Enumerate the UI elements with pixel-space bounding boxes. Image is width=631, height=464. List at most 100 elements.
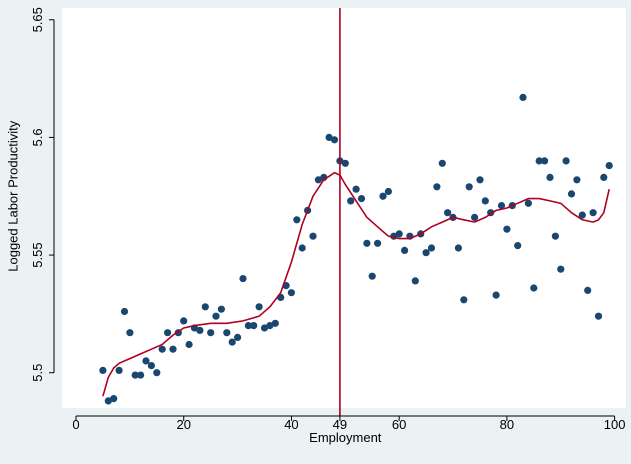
data-point (147, 362, 155, 370)
x-tick-label: 20 (176, 417, 190, 432)
data-point (298, 244, 306, 252)
data-point (541, 157, 549, 165)
data-point (514, 242, 522, 250)
x-tick-label: 49 (333, 417, 347, 432)
data-point (309, 232, 317, 240)
data-point (363, 239, 371, 247)
y-tick-label: 5.55 (30, 242, 45, 267)
x-axis-title: Employment (309, 430, 382, 445)
x-tick-label: 100 (604, 417, 626, 432)
data-points (99, 93, 613, 405)
data-point (605, 162, 613, 170)
data-point (476, 176, 484, 184)
data-point (228, 338, 236, 346)
data-point (497, 202, 506, 210)
data-point (374, 239, 382, 247)
data-point (169, 345, 177, 353)
data-point (562, 157, 570, 165)
data-point (384, 187, 392, 196)
data-point (357, 195, 366, 203)
data-point (260, 324, 269, 332)
data-point (234, 333, 242, 341)
data-point (551, 232, 560, 240)
data-point (557, 265, 565, 273)
data-point (578, 211, 586, 219)
data-point (444, 209, 452, 217)
data-point (330, 136, 339, 144)
data-point (471, 213, 479, 221)
data-point (492, 291, 500, 299)
data-point (347, 197, 355, 205)
data-point (115, 366, 123, 374)
data-point (546, 173, 554, 181)
y-tick-label: 5.5 (30, 364, 45, 382)
plot-area (62, 8, 626, 408)
data-point (411, 277, 419, 285)
data-point (465, 183, 473, 191)
data-point (503, 225, 511, 233)
data-point (201, 303, 209, 311)
y-axis-title: Logged Labor Productivity (5, 120, 20, 272)
data-point (460, 296, 468, 304)
data-point (379, 192, 387, 200)
data-point (422, 249, 430, 257)
x-tick-label: 60 (392, 417, 406, 432)
data-point (401, 246, 409, 254)
data-point (185, 340, 193, 349)
y-axis-ticks: 5.5 5.55 5.6 5.65 (30, 7, 54, 382)
data-point (223, 329, 231, 337)
data-point (481, 197, 489, 205)
data-point (99, 366, 107, 374)
x-tick-label: 0 (72, 417, 79, 432)
data-point (594, 312, 603, 320)
x-tick-label: 80 (500, 417, 514, 432)
data-point (314, 176, 322, 184)
data-point (142, 357, 150, 365)
data-point (110, 395, 118, 403)
data-point (180, 317, 188, 325)
x-axis-ticks: 0 20 40 49 60 80 100 (72, 416, 625, 432)
data-point (395, 230, 403, 238)
data-point (126, 329, 134, 337)
data-point (120, 307, 129, 316)
y-tick-label: 5.65 (30, 7, 45, 32)
data-point (573, 176, 581, 184)
data-point (266, 322, 274, 330)
data-point (433, 183, 441, 191)
x-tick-label: 40 (284, 417, 298, 432)
data-point (325, 133, 333, 141)
data-point (427, 244, 436, 252)
data-point (535, 157, 543, 165)
data-point (438, 159, 446, 167)
data-point (255, 303, 263, 311)
data-point (293, 216, 301, 224)
data-point (164, 329, 172, 337)
data-point (239, 275, 247, 283)
data-point (454, 244, 462, 252)
data-point (244, 322, 252, 330)
data-point (341, 159, 349, 167)
fitted-line (102, 171, 610, 397)
data-point (196, 326, 204, 334)
data-point (530, 284, 538, 292)
data-point (271, 319, 279, 327)
data-point (287, 289, 295, 297)
data-point (217, 305, 225, 313)
data-point (589, 209, 597, 217)
data-point (212, 312, 220, 320)
data-point (207, 329, 215, 337)
data-point (250, 322, 258, 330)
data-point (153, 369, 161, 377)
data-point (104, 397, 112, 405)
data-point (158, 345, 166, 353)
data-point (600, 173, 608, 181)
data-point (137, 371, 145, 379)
y-tick-label: 5.6 (30, 128, 45, 146)
data-point (584, 286, 592, 294)
data-point (131, 371, 139, 379)
data-point (567, 190, 576, 198)
data-point (352, 185, 360, 193)
data-point (368, 272, 376, 280)
data-point (519, 93, 527, 101)
